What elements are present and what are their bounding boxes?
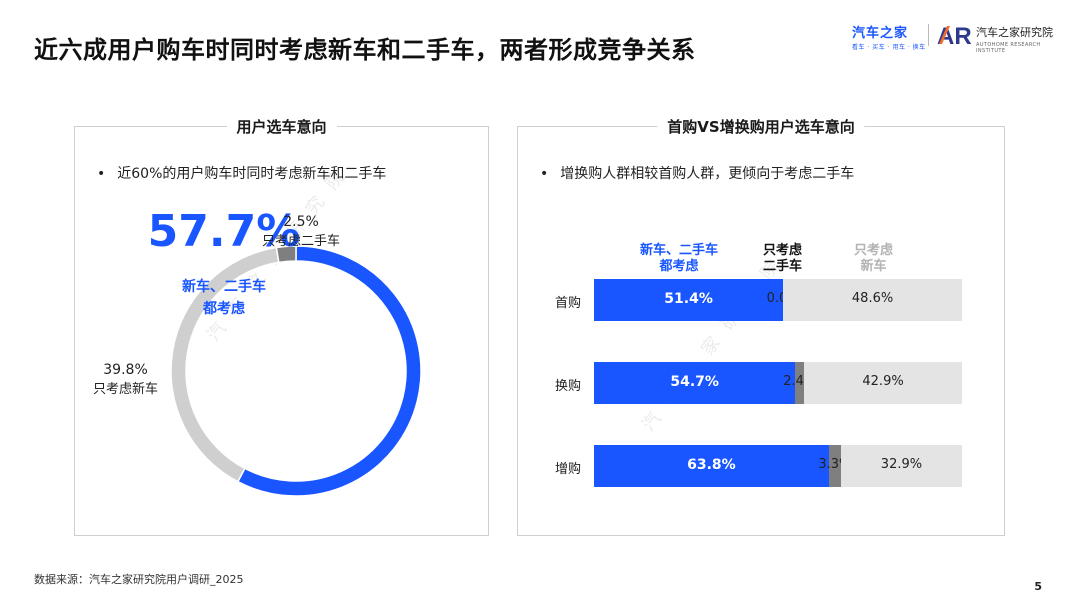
bar-segment-additional-new-only <box>840 445 962 487</box>
bar-segment-replacement-used-only <box>795 362 805 404</box>
legend-used-only-line1: 只考虑 <box>763 243 803 258</box>
bullet-dot-icon: • <box>97 166 106 182</box>
user-intent-bullet-text: 近60%的用户购车时同时考虑新车和二手车 <box>117 166 387 182</box>
legend-both-line1: 新车、二手车 <box>640 243 719 258</box>
donut-slice-used-only <box>275 245 297 264</box>
data-source-note: 数据来源：汽车之家研究院用户调研_2025 <box>34 573 244 586</box>
research-logo-name: 汽车之家研究院 <box>976 26 1053 39</box>
donut-center-value: 57.7% <box>147 206 301 257</box>
legend-used-only-line2: 二手车 <box>763 259 803 274</box>
donut-center-label-line2: 都考虑 <box>203 301 245 317</box>
bar-segment-replacement-new-only <box>804 362 962 404</box>
purchase-type-panel-title: 首购VS增换购用户选车意向 <box>657 116 865 137</box>
donut-center-label-line1: 新车、二手车 <box>182 279 266 295</box>
bullet-dot-icon: • <box>540 166 549 182</box>
bar-segment-first-purchase-new-only <box>783 279 962 321</box>
logo-area: 汽车之家 看车 · 买车 · 用车 · 换车 AR 汽车之家研究院 AUTOHO… <box>852 18 1062 54</box>
ar-logo-icon: AR <box>937 23 972 48</box>
legend-both: 新车、二手车 都考虑 <box>640 243 718 275</box>
slice-label-used-only: 2.5% 只考虑二手车 <box>262 214 340 249</box>
research-logo-tagline: AUTOHOME RESEARCH INSTITUTE <box>976 42 1041 54</box>
slice-label-new-only: 39.8% 只考虑新车 <box>93 362 158 397</box>
legend-new-only-line2: 新车 <box>860 259 887 274</box>
autohome-logo-name: 汽车之家 <box>852 26 909 41</box>
legend-new-only: 只考虑 新车 <box>854 243 893 275</box>
bar-category-label-replacement: 换购 <box>555 379 582 394</box>
bar-label-first-purchase-new-only: 48.6% <box>851 291 894 306</box>
page-title: 近六成用户购车时同时考虑新车和二手车，两者形成竞争关系 <box>34 36 696 64</box>
bar-label-replacement-new-only: 42.9% <box>862 374 904 389</box>
research-logo: 汽车之家研究院 AUTOHOME RESEARCH INSTITUTE <box>976 24 1062 54</box>
bar-segment-additional-used-only <box>828 445 841 487</box>
slice-name-new-only: 只考虑新车 <box>93 382 159 397</box>
autohome-logo: 汽车之家 看车 · 买车 · 用车 · 换车 <box>852 22 926 51</box>
user-intent-panel-title: 用户选车意向 <box>226 116 337 137</box>
user-intent-panel: 用户选车意向 • 近60%的用户购车时同时考虑新车和二手车 <box>74 116 489 536</box>
user-intent-bullet: • 近60%的用户购车时同时考虑新车和二手车 <box>97 163 386 183</box>
bar-segment-replacement-both <box>594 362 796 404</box>
bar-label-first-purchase-both: 51.4% <box>664 291 713 307</box>
slice-name-used-only: 只考虑二手车 <box>262 234 341 249</box>
purchase-type-bullet-text: 增换购人群相较首购人群，更倾向于考虑二手车 <box>560 166 855 182</box>
legend-new-only-line1: 只考虑 <box>854 243 894 258</box>
purchase-type-bullet: • 增换购人群相较首购人群，更倾向于考虑二手车 <box>540 163 854 183</box>
autohome-logo-tagline: 看车 · 买车 · 用车 · 换车 <box>852 44 926 51</box>
slice-value-used-only: 2.5% <box>283 214 319 230</box>
legend-used-only: 只考虑 二手车 <box>763 243 802 275</box>
bar-category-label-additional: 增购 <box>555 462 582 477</box>
logo-divider <box>928 24 929 46</box>
donut-slices <box>170 245 422 497</box>
page-number: 5 <box>1034 580 1042 593</box>
legend-both-line2: 都考虑 <box>659 259 699 274</box>
purchase-type-panel: 首购VS增换购用户选车意向 • 增换购人群相较首购人群，更倾向于考虑二手车 <box>517 116 1005 536</box>
bar-segment-additional-both <box>594 445 829 487</box>
bar-category-label-first-purchase: 首购 <box>555 296 582 311</box>
slice-value-new-only: 39.8% <box>103 362 148 378</box>
bar-label-additional-both: 63.8% <box>687 457 736 473</box>
ar-logo-accent <box>939 26 950 44</box>
bar-label-additional-new-only: 32.9% <box>880 457 923 472</box>
bar-segment-first-purchase-both <box>594 279 784 321</box>
bar-label-replacement-both: 54.7% <box>670 374 719 390</box>
